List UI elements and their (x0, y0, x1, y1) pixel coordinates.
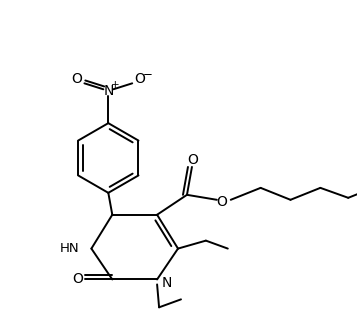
Text: O: O (216, 195, 227, 209)
Text: −: − (143, 68, 153, 81)
Text: O: O (71, 72, 82, 86)
Text: O: O (135, 72, 146, 86)
Text: O: O (72, 272, 83, 286)
Text: O: O (188, 153, 198, 167)
Text: +: + (111, 80, 120, 90)
Text: N: N (162, 276, 173, 290)
Text: HN: HN (60, 242, 79, 255)
Text: N: N (103, 84, 113, 98)
